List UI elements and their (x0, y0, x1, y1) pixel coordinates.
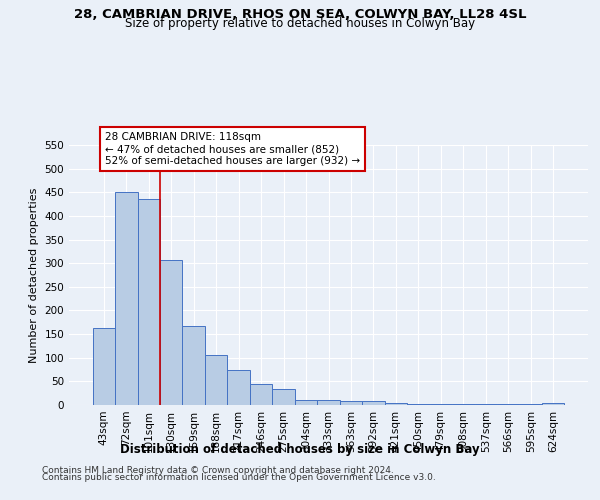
Text: Size of property relative to detached houses in Colwyn Bay: Size of property relative to detached ho… (125, 18, 475, 30)
Bar (407, 404, 430, 405)
Bar (137, 200, 160, 405)
Text: Distribution of detached houses by size in Colwyn Bay: Distribution of detached houses by size … (120, 442, 480, 456)
Bar (340, 401, 362, 405)
Bar (497, 404, 520, 405)
Bar (452, 404, 475, 405)
Text: 28 CAMBRIAN DRIVE: 118sqm
← 47% of detached houses are smaller (852)
52% of semi: 28 CAMBRIAN DRIVE: 118sqm ← 47% of detac… (105, 132, 360, 166)
Y-axis label: Number of detached properties: Number of detached properties (29, 188, 39, 362)
Text: 28, CAMBRIAN DRIVE, RHOS ON SEA, COLWYN BAY, LL28 4SL: 28, CAMBRIAN DRIVE, RHOS ON SEA, COLWYN … (74, 8, 526, 20)
Bar (182, 326, 205, 405)
Bar (227, 370, 250, 405)
Text: Contains HM Land Registry data © Crown copyright and database right 2024.: Contains HM Land Registry data © Crown c… (42, 466, 394, 475)
Bar (92, 328, 115, 405)
Bar (475, 404, 497, 405)
Bar (205, 355, 227, 405)
Bar (317, 400, 340, 405)
Bar (362, 401, 385, 405)
Bar (115, 192, 137, 405)
Bar (542, 402, 565, 405)
Bar (160, 260, 182, 405)
Bar (520, 404, 542, 405)
Bar (385, 402, 407, 405)
Bar (250, 384, 272, 405)
Text: Contains public sector information licensed under the Open Government Licence v3: Contains public sector information licen… (42, 474, 436, 482)
Bar (295, 400, 317, 405)
Bar (272, 390, 295, 405)
Bar (430, 404, 452, 405)
